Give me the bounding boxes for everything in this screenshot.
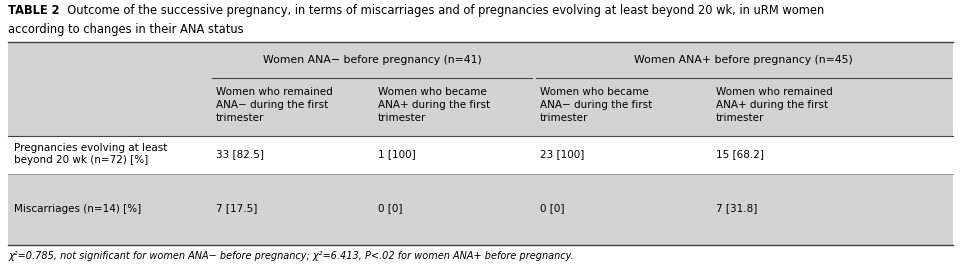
Text: Women who remained
ANA+ during the first
trimester: Women who remained ANA+ during the first… xyxy=(716,87,833,123)
Text: Miscarriages (n=14) [%]: Miscarriages (n=14) [%] xyxy=(14,203,141,214)
Text: Outcome of the successive pregnancy, in terms of miscarriages and of pregnancies: Outcome of the successive pregnancy, in … xyxy=(60,4,825,17)
Bar xyxy=(8,136,953,174)
Text: Women who became
ANA− during the first
trimester: Women who became ANA− during the first t… xyxy=(540,87,653,123)
Text: 1 [100]: 1 [100] xyxy=(378,149,416,159)
Text: Women who remained
ANA− during the first
trimester: Women who remained ANA− during the first… xyxy=(216,87,333,123)
Text: Women who became
ANA+ during the first
trimester: Women who became ANA+ during the first t… xyxy=(378,87,490,123)
Text: 7 [31.8]: 7 [31.8] xyxy=(716,203,757,214)
Text: 7 [17.5]: 7 [17.5] xyxy=(216,203,258,214)
Text: 15 [68.2]: 15 [68.2] xyxy=(716,149,764,159)
Text: TABLE 2: TABLE 2 xyxy=(8,4,60,17)
Text: 23 [100]: 23 [100] xyxy=(540,149,584,159)
Text: Women ANA+ before pregnancy (n=45): Women ANA+ before pregnancy (n=45) xyxy=(634,55,852,65)
Text: Women ANA− before pregnancy (n=41): Women ANA− before pregnancy (n=41) xyxy=(262,55,481,65)
Bar xyxy=(8,42,953,136)
Bar xyxy=(8,174,953,245)
Text: 0 [0]: 0 [0] xyxy=(378,203,403,214)
Text: 0 [0]: 0 [0] xyxy=(540,203,564,214)
Text: 33 [82.5]: 33 [82.5] xyxy=(216,149,264,159)
Text: Pregnancies evolving at least
beyond 20 wk (n=72) [%]: Pregnancies evolving at least beyond 20 … xyxy=(14,143,167,165)
Text: χ²=0.785, not significant for women ANA− before pregnancy; χ²=6.413, P<.02 for w: χ²=0.785, not significant for women ANA−… xyxy=(8,251,574,261)
Text: according to changes in their ANA status: according to changes in their ANA status xyxy=(8,23,244,35)
